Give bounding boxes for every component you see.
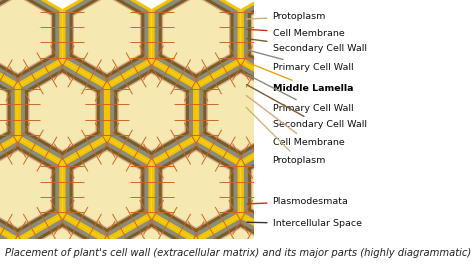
Polygon shape xyxy=(25,69,100,155)
Text: Primary Cell Wall: Primary Cell Wall xyxy=(246,74,353,113)
Polygon shape xyxy=(21,219,104,266)
Polygon shape xyxy=(118,228,184,266)
Polygon shape xyxy=(0,0,52,74)
Polygon shape xyxy=(0,146,55,232)
Polygon shape xyxy=(162,0,230,74)
Polygon shape xyxy=(0,0,63,86)
Polygon shape xyxy=(196,215,285,266)
Polygon shape xyxy=(0,64,15,160)
Polygon shape xyxy=(252,151,318,227)
Polygon shape xyxy=(0,74,6,150)
Polygon shape xyxy=(251,149,319,229)
Text: Middle Lamella: Middle Lamella xyxy=(246,62,353,93)
Polygon shape xyxy=(252,0,318,73)
Polygon shape xyxy=(107,61,196,164)
Polygon shape xyxy=(74,151,140,227)
Polygon shape xyxy=(244,0,327,83)
Polygon shape xyxy=(70,0,145,78)
Polygon shape xyxy=(28,227,97,266)
Polygon shape xyxy=(0,0,55,78)
Polygon shape xyxy=(118,74,184,150)
Polygon shape xyxy=(241,0,330,86)
Polygon shape xyxy=(0,219,15,266)
Polygon shape xyxy=(163,151,229,227)
Polygon shape xyxy=(63,138,152,241)
Text: Placement of plant's cell wall (extracellular matrix) and its major parts (highl: Placement of plant's cell wall (extracel… xyxy=(5,248,471,258)
Text: Cell Membrane: Cell Membrane xyxy=(247,28,344,38)
Text: Protoplasm: Protoplasm xyxy=(247,12,326,21)
Polygon shape xyxy=(117,227,186,266)
Polygon shape xyxy=(25,223,100,266)
Text: Intercellular Space: Intercellular Space xyxy=(247,219,362,228)
Polygon shape xyxy=(241,138,330,241)
Polygon shape xyxy=(63,0,152,86)
Polygon shape xyxy=(114,223,189,266)
Polygon shape xyxy=(0,149,52,229)
Polygon shape xyxy=(208,74,273,150)
Polygon shape xyxy=(162,149,230,229)
Text: Secondary Cell Wall: Secondary Cell Wall xyxy=(247,39,366,53)
Polygon shape xyxy=(73,149,141,229)
Polygon shape xyxy=(0,0,51,73)
Polygon shape xyxy=(0,138,63,241)
Polygon shape xyxy=(152,0,241,86)
Polygon shape xyxy=(29,228,95,266)
Polygon shape xyxy=(0,227,8,266)
Polygon shape xyxy=(159,146,234,232)
Polygon shape xyxy=(0,228,6,266)
Text: Cell Membrane: Cell Membrane xyxy=(246,95,344,147)
Polygon shape xyxy=(248,0,323,78)
Text: Protoplasm: Protoplasm xyxy=(246,107,326,165)
Polygon shape xyxy=(110,64,193,160)
Polygon shape xyxy=(248,146,323,232)
Polygon shape xyxy=(199,64,282,160)
Polygon shape xyxy=(206,72,275,152)
Polygon shape xyxy=(208,228,273,266)
Polygon shape xyxy=(0,69,11,155)
Polygon shape xyxy=(0,72,8,152)
Polygon shape xyxy=(199,219,282,266)
Polygon shape xyxy=(28,72,97,152)
Polygon shape xyxy=(21,64,104,160)
Polygon shape xyxy=(117,72,186,152)
Polygon shape xyxy=(65,0,148,83)
Polygon shape xyxy=(0,151,51,227)
Polygon shape xyxy=(114,69,189,155)
Polygon shape xyxy=(0,0,59,83)
Polygon shape xyxy=(65,141,148,237)
Polygon shape xyxy=(110,219,193,266)
Text: Secondary Cell Wall: Secondary Cell Wall xyxy=(246,85,366,130)
Polygon shape xyxy=(73,0,141,74)
Polygon shape xyxy=(74,0,140,73)
Text: Plasmodesmata: Plasmodesmata xyxy=(247,197,348,206)
Polygon shape xyxy=(0,141,59,237)
Polygon shape xyxy=(155,0,237,83)
Polygon shape xyxy=(0,223,11,266)
Polygon shape xyxy=(29,74,95,150)
Polygon shape xyxy=(244,141,327,237)
Polygon shape xyxy=(206,227,275,266)
Polygon shape xyxy=(196,61,285,164)
Polygon shape xyxy=(18,215,107,266)
Polygon shape xyxy=(203,69,278,155)
Polygon shape xyxy=(18,61,107,164)
Polygon shape xyxy=(251,0,319,74)
Polygon shape xyxy=(159,0,234,78)
Polygon shape xyxy=(0,61,18,164)
Polygon shape xyxy=(0,215,18,266)
Polygon shape xyxy=(107,215,196,266)
Polygon shape xyxy=(163,0,229,73)
Polygon shape xyxy=(152,138,241,241)
Polygon shape xyxy=(70,146,145,232)
Polygon shape xyxy=(203,223,278,266)
Text: Primary Cell Wall: Primary Cell Wall xyxy=(247,50,353,72)
Polygon shape xyxy=(155,141,237,237)
